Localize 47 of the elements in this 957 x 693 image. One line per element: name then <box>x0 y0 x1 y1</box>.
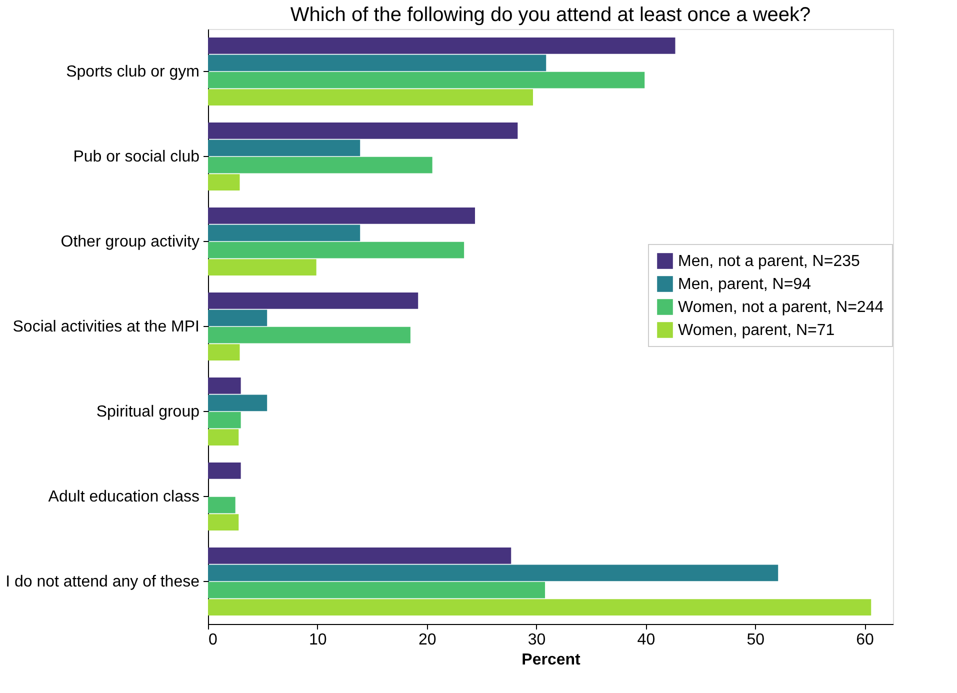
bar <box>208 548 512 564</box>
y-tick-label: Other group activity <box>60 234 200 250</box>
x-tick-label: 30 <box>528 632 546 648</box>
y-tick-label: Spiritual group <box>96 404 200 420</box>
bar <box>208 292 418 309</box>
x-tick-label: 50 <box>746 632 765 648</box>
y-tick-label: Social activities at the MPI <box>12 318 200 336</box>
bar <box>208 122 518 139</box>
bar <box>208 378 241 394</box>
bar <box>208 72 645 88</box>
legend-label: Women, parent, N=71 <box>678 322 835 339</box>
bar <box>208 496 236 514</box>
x-tick-label: 60 <box>856 632 874 648</box>
bar <box>208 89 533 106</box>
chart-title: Which of the following do you attend at least once a week? <box>290 4 811 26</box>
bar <box>208 242 464 258</box>
x-tick-label: 10 <box>309 632 327 648</box>
bar <box>208 38 676 54</box>
y-tick-label: Pub or social club <box>73 148 200 166</box>
bar <box>208 259 316 276</box>
legend-label: Men, parent, N=94 <box>678 276 812 293</box>
y-tick-label: Sports club or gym <box>66 64 200 80</box>
bar <box>208 394 268 412</box>
x-tick-label: 40 <box>637 632 656 648</box>
x-tick-label: 0 <box>208 632 218 648</box>
y-tick-label: Adult education class <box>48 488 200 506</box>
y-tick-label: I do not attend any of these <box>6 574 200 590</box>
bar <box>208 310 268 326</box>
bar <box>208 174 240 190</box>
bar <box>208 412 241 428</box>
bar <box>208 208 475 224</box>
x-tick-label: 20 <box>418 632 436 648</box>
bar <box>208 582 546 598</box>
legend-label: Men, not a parent, N=235 <box>678 253 860 270</box>
bar <box>208 326 410 344</box>
bar <box>208 156 432 174</box>
bar <box>208 514 239 530</box>
bar <box>208 462 241 479</box>
bar <box>208 140 360 156</box>
x-axis-title: Percent <box>522 652 582 668</box>
bar <box>208 54 546 72</box>
bar <box>208 344 240 360</box>
bar <box>208 429 239 446</box>
bar <box>208 564 778 582</box>
bar <box>208 224 360 242</box>
legend-label: Women, not a parent, N=244 <box>678 299 884 316</box>
bar <box>208 599 872 616</box>
